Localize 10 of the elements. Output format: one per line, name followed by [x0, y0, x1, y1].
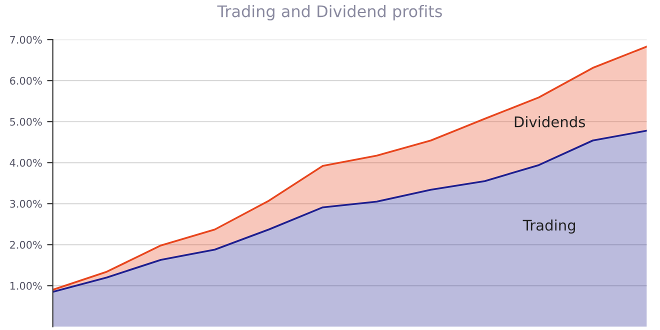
y-tick-label: 5.00%: [10, 118, 42, 126]
y-tick-label: 7.00%: [10, 36, 42, 44]
chart-title: Trading and Dividend profits: [217, 4, 442, 20]
y-tick-label: 4.00%: [10, 158, 42, 167]
y-tick-label: 6.00%: [10, 76, 42, 85]
y-tick-label: 2.00%: [10, 240, 42, 249]
series-label: Trading: [522, 219, 576, 234]
series-label: Dividends: [514, 116, 586, 128]
y-tick-label: 3.00%: [10, 200, 42, 208]
y-tick-label: 1.00%: [10, 282, 42, 290]
